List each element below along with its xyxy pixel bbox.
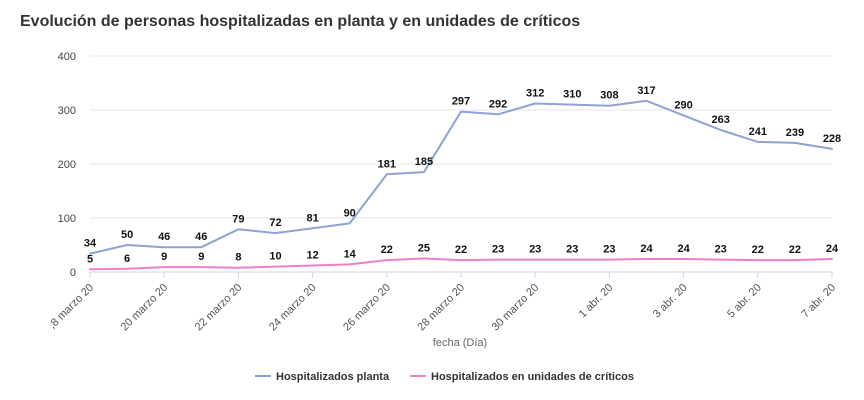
data-label-planta: 81 [306, 212, 318, 224]
data-label-criticos: 8 [235, 252, 241, 264]
y-tick-label: 100 [58, 213, 76, 225]
x-tick-label: 24 marzo 20 [267, 282, 319, 334]
data-label-criticos: 24 [826, 243, 839, 255]
x-tick-label: ,8 marzo 20 [47, 282, 97, 332]
y-axis-ticks: 0 100 200 300 400 [58, 51, 76, 279]
data-label-planta: 185 [415, 156, 433, 168]
data-label-criticos: 25 [418, 243, 430, 255]
data-label-planta: 181 [378, 158, 396, 170]
data-label-criticos: 10 [269, 251, 281, 263]
x-tick-label: 20 marzo 20 [119, 282, 171, 334]
data-label-criticos: 6 [124, 253, 130, 265]
x-tick-label: 5 abr. 20 [725, 282, 764, 321]
y-tick-label: 0 [70, 267, 76, 279]
data-label-planta: 310 [563, 89, 581, 101]
legend-label: Hospitalizados planta [276, 371, 390, 383]
data-label-criticos: 22 [752, 244, 764, 256]
data-label-criticos: 23 [566, 244, 578, 256]
data-label-planta: 34 [84, 238, 97, 250]
data-label-planta: 241 [749, 126, 767, 138]
data-label-criticos: 23 [603, 244, 615, 256]
data-label-planta: 297 [452, 96, 470, 108]
data-label-planta: 239 [786, 127, 804, 139]
x-tick-label: 7 abr. 20 [799, 282, 838, 321]
x-tick-label: 28 marzo 20 [415, 282, 467, 334]
data-label-criticos: 14 [344, 248, 357, 260]
data-label-criticos: 5 [87, 253, 93, 265]
x-tick-label: 22 marzo 20 [193, 282, 245, 334]
data-label-planta: 312 [526, 88, 544, 100]
chart-title: Evolución de personas hospitalizadas en … [20, 13, 580, 30]
data-label-planta: 317 [637, 85, 655, 97]
data-label-criticos: 9 [198, 251, 204, 263]
data-labels: 34 50 46 46 79 72 81 90 181 185 297 292 312 310 308 317… [84, 85, 841, 265]
data-label-criticos: 9 [161, 251, 167, 263]
y-tick-label: 200 [58, 159, 76, 171]
legend-item-planta[interactable]: Hospitalizados planta [255, 371, 390, 383]
data-label-planta: 46 [195, 231, 207, 243]
data-label-planta: 263 [712, 114, 730, 126]
data-label-planta: 46 [158, 231, 170, 243]
data-label-planta: 290 [674, 99, 692, 111]
data-label-planta: 50 [121, 229, 133, 241]
x-tick-label: 30 marzo 20 [490, 282, 542, 334]
x-axis-ticks: ,8 marzo 20 20 marzo 20 22 marzo 20 24 marz… [47, 272, 838, 334]
data-label-criticos: 22 [789, 244, 801, 256]
data-label-criticos: 23 [492, 244, 504, 256]
grid [90, 55, 832, 273]
series [89, 99, 833, 271]
series-line-planta [89, 99, 833, 255]
data-label-criticos: 23 [715, 244, 727, 256]
x-tick-label: 3 abr. 20 [651, 282, 690, 321]
legend-label: Hospitalizados en unidades de críticos [431, 371, 634, 383]
data-label-planta: 90 [344, 207, 356, 219]
data-label-criticos: 22 [455, 244, 467, 256]
x-tick-label: 26 marzo 20 [341, 282, 393, 334]
data-label-planta: 292 [489, 98, 507, 110]
data-label-planta: 79 [232, 213, 244, 225]
series-line-criticos [89, 257, 833, 271]
legend: Hospitalizados planta Hospitalizados en u… [255, 371, 634, 383]
legend-item-criticos[interactable]: Hospitalizados en unidades de críticos [410, 371, 634, 383]
data-label-planta: 308 [600, 90, 618, 102]
data-label-criticos: 22 [381, 244, 393, 256]
data-label-criticos: 24 [640, 243, 653, 255]
data-label-criticos: 23 [529, 244, 541, 256]
y-tick-label: 400 [58, 51, 76, 63]
x-axis-title: fecha (Día) [433, 337, 487, 349]
y-tick-label: 300 [58, 105, 76, 117]
data-label-criticos: 12 [306, 250, 318, 262]
data-label-planta: 228 [823, 133, 841, 145]
x-tick-label: 1 abr. 20 [577, 282, 616, 321]
data-label-planta: 72 [269, 217, 281, 229]
data-label-criticos: 24 [677, 243, 690, 255]
